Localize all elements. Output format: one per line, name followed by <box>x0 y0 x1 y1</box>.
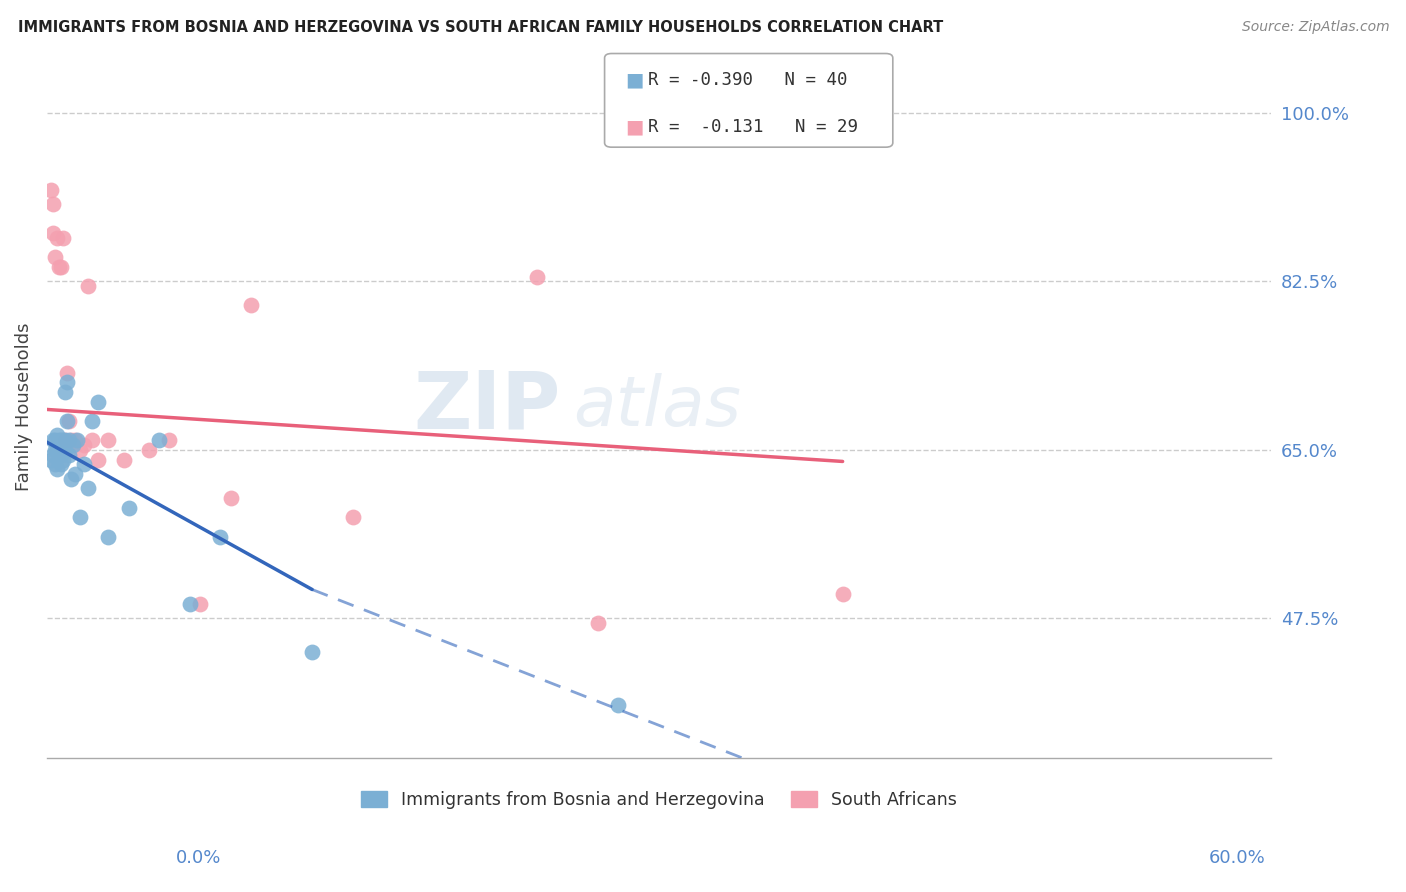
Point <box>80 414 103 428</box>
Point <box>39 452 62 467</box>
Point <box>112 452 135 467</box>
Point <box>52 231 75 245</box>
Point <box>72 438 94 452</box>
Point <box>53 385 76 400</box>
Point <box>58 414 80 428</box>
Point <box>48 260 70 274</box>
Text: Source: ZipAtlas.com: Source: ZipAtlas.com <box>1241 20 1389 34</box>
Point <box>58 434 80 448</box>
Point <box>97 434 120 448</box>
Point <box>586 616 609 631</box>
Point <box>138 442 160 457</box>
Point <box>76 279 98 293</box>
Point <box>301 645 323 659</box>
Point <box>87 452 110 467</box>
Point <box>48 442 70 457</box>
Point <box>39 183 62 197</box>
Point <box>342 510 364 524</box>
Y-axis label: Family Households: Family Households <box>15 322 32 491</box>
Point <box>52 442 75 457</box>
Point <box>209 530 232 544</box>
Point <box>46 428 69 442</box>
Point <box>87 394 110 409</box>
Point <box>56 376 79 390</box>
Point <box>80 434 103 448</box>
Point <box>46 462 69 476</box>
Point <box>44 434 66 448</box>
Point <box>53 442 76 457</box>
Text: IMMIGRANTS FROM BOSNIA AND HERZEGOVINA VS SOUTH AFRICAN FAMILY HOUSEHOLDS CORREL: IMMIGRANTS FROM BOSNIA AND HERZEGOVINA V… <box>18 20 943 35</box>
Point <box>188 597 211 611</box>
Text: 60.0%: 60.0% <box>1209 849 1265 867</box>
Point <box>526 269 548 284</box>
Point <box>53 434 76 448</box>
Point <box>52 434 75 448</box>
Point <box>51 448 73 462</box>
Point <box>69 510 91 524</box>
Point <box>46 231 69 245</box>
Point <box>219 491 242 505</box>
Point <box>179 597 201 611</box>
Point <box>42 227 65 241</box>
Point <box>56 366 79 380</box>
Point <box>62 438 84 452</box>
Point <box>117 500 139 515</box>
Point <box>72 458 94 472</box>
Point <box>44 442 66 457</box>
Point <box>51 434 73 448</box>
Point <box>831 587 853 601</box>
Legend: Immigrants from Bosnia and Herzegovina, South Africans: Immigrants from Bosnia and Herzegovina, … <box>354 784 963 816</box>
Point <box>66 434 89 448</box>
Point <box>58 448 80 462</box>
Text: 0.0%: 0.0% <box>176 849 221 867</box>
Point <box>97 530 120 544</box>
Point <box>51 458 73 472</box>
Text: ZIP: ZIP <box>413 368 561 446</box>
Point <box>42 434 65 448</box>
Point <box>46 442 69 457</box>
Text: R =  -0.131   N = 29: R = -0.131 N = 29 <box>648 118 858 136</box>
Point <box>76 482 98 496</box>
Point <box>42 197 65 211</box>
Point <box>60 472 83 486</box>
Point <box>69 442 91 457</box>
Point <box>51 260 73 274</box>
Point <box>65 434 87 448</box>
Point <box>60 434 83 448</box>
Point <box>48 434 70 448</box>
Point <box>44 250 66 264</box>
Point <box>42 448 65 462</box>
Text: R = -0.390   N = 40: R = -0.390 N = 40 <box>648 71 848 89</box>
Point <box>52 452 75 467</box>
Point <box>607 698 630 712</box>
Point <box>157 434 180 448</box>
Point <box>148 434 170 448</box>
Text: ■: ■ <box>626 117 644 136</box>
Text: ■: ■ <box>626 70 644 90</box>
Point <box>239 298 262 312</box>
Text: atlas: atlas <box>574 373 741 440</box>
Point <box>56 414 79 428</box>
Point <box>44 458 66 472</box>
Point <box>53 434 76 448</box>
Point <box>65 467 87 481</box>
